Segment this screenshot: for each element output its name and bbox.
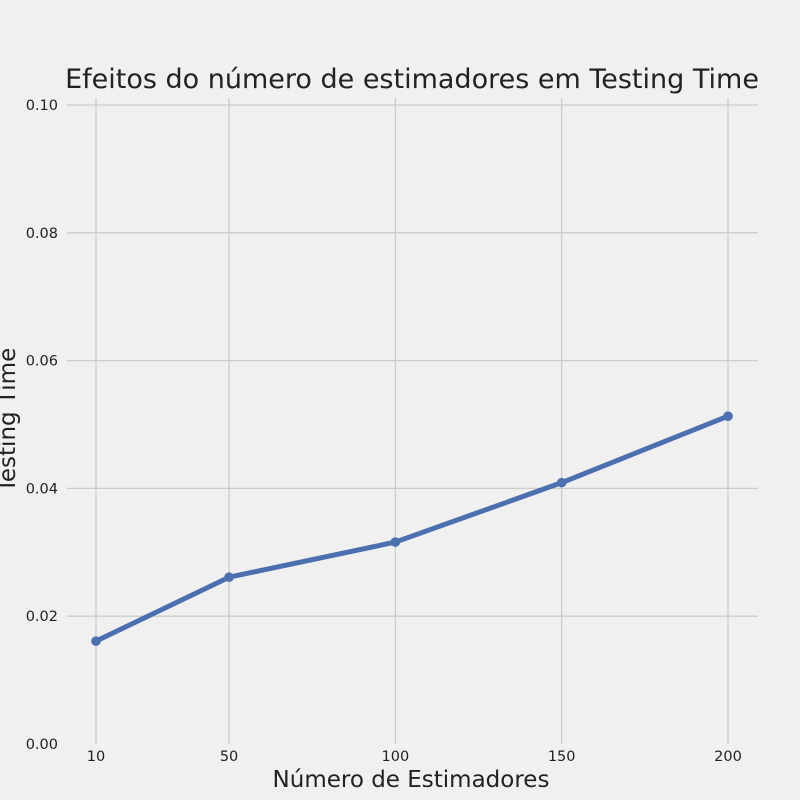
data-point [556,477,567,488]
y-tick-label: 0.02 [26,609,58,625]
x-tick-label: 10 [87,749,105,765]
series-group [91,411,733,646]
y-axis-label: Testing Time [0,348,21,493]
x-axis-label: Número de Estimadores [273,767,550,793]
data-point [224,572,234,583]
chart-title: Efeitos do número de estimadores em Test… [65,64,759,95]
data-point [390,537,401,547]
y-tick-label: 0.06 [26,354,58,370]
x-tick-label: 100 [382,749,410,765]
y-tick-labels: 0.00 0.02 0.04 0.06 0.08 0.10 [26,98,58,753]
x-tick-label: 150 [548,749,576,765]
data-point [91,636,101,646]
x-tick-labels: 10 50 100 150 200 [87,749,742,765]
data-point [723,411,733,421]
x-tick-label: 200 [714,749,742,765]
grid-lines [67,98,758,744]
y-tick-label: 0.00 [26,737,58,753]
x-tick-label: 50 [220,749,238,765]
y-tick-label: 0.08 [26,226,58,242]
y-tick-label: 0.04 [26,481,58,497]
y-tick-label: 0.10 [26,98,58,114]
